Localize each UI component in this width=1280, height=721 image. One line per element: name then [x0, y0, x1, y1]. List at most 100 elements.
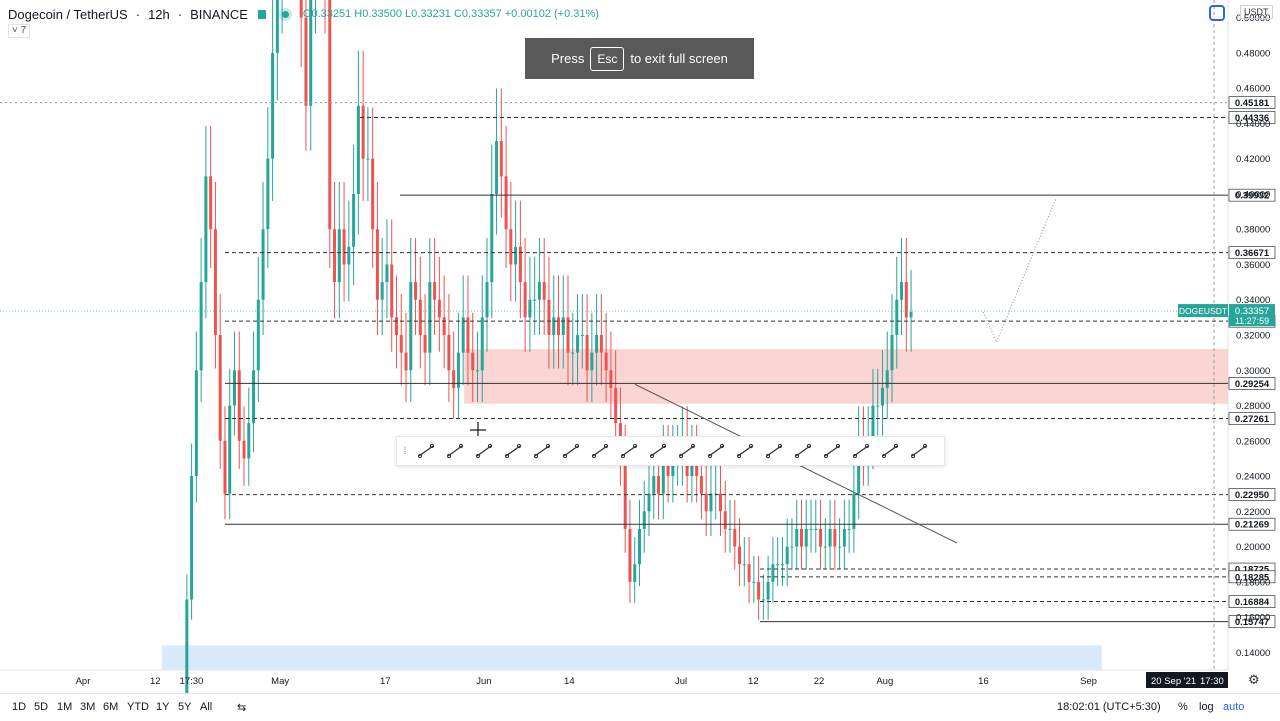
y-tick-label: 0.48000 — [1236, 48, 1270, 59]
candle — [428, 238, 432, 386]
price-label-box — [1228, 412, 1276, 425]
parallel-channel-icon[interactable] — [846, 437, 875, 465]
candle — [595, 294, 599, 386]
timeframe-button-ytd[interactable]: YTD — [127, 701, 149, 713]
candle — [442, 275, 446, 369]
candle — [242, 406, 246, 486]
rectangle-icon[interactable] — [614, 437, 643, 465]
candle — [456, 312, 460, 419]
fullscreen-icon[interactable] — [1209, 5, 1225, 21]
candle — [304, 0, 308, 151]
interval-label[interactable]: 12h — [148, 6, 170, 22]
gear-icon[interactable]: ⚙ — [1248, 672, 1260, 687]
market-status-icon — [281, 10, 289, 18]
price-chart[interactable]: 0.451810.443360.399320.366710.327850.292… — [0, 0, 1280, 693]
x-tick-label: May — [271, 676, 289, 687]
candle — [252, 331, 256, 453]
candle — [256, 256, 260, 402]
candle — [809, 499, 813, 553]
fullscreen-toast: Press Esc to exit full screen — [525, 38, 754, 79]
ohlc-values: O0.33251 H0.33500 L0.33231 C0.33357 +0.0… — [302, 8, 599, 20]
candle — [599, 294, 603, 386]
bezier-icon[interactable] — [904, 437, 933, 465]
price-label-box — [1228, 570, 1276, 584]
clock[interactable]: 18:02:01 (UTC+5:30) — [1057, 701, 1161, 713]
candle — [833, 499, 837, 570]
timeframe-button-all[interactable]: All — [200, 701, 213, 713]
candle — [904, 238, 908, 352]
pitchfork-icon[interactable] — [469, 437, 498, 465]
candle — [633, 537, 637, 603]
fib-retracement-icon[interactable] — [701, 437, 730, 465]
candle — [604, 312, 608, 402]
indicators-toggle[interactable]: ˅ 7 — [8, 24, 31, 38]
candle — [847, 499, 851, 553]
x-tick-label: 17 — [380, 676, 391, 687]
timeframe-button-5d[interactable]: 5D — [34, 701, 49, 713]
x-tick-label: 22 — [814, 676, 825, 687]
candle — [823, 518, 827, 570]
ellipse-icon[interactable] — [585, 437, 614, 465]
percent-toggle[interactable]: % — [1178, 701, 1188, 713]
auto-toggle[interactable]: auto — [1223, 701, 1245, 713]
path-icon[interactable] — [788, 437, 817, 465]
candle — [423, 294, 427, 386]
candle — [909, 269, 913, 352]
candle — [414, 238, 418, 335]
candle — [299, 0, 303, 67]
timeframe-button-5y[interactable]: 5Y — [178, 701, 192, 713]
timeframe-button-6m[interactable]: 6M — [103, 701, 119, 713]
curve-icon[interactable] — [672, 437, 701, 465]
symbol-name[interactable]: Dogecoin / TetherUS — [8, 6, 128, 22]
regression-icon[interactable] — [875, 437, 904, 465]
text-cursor-icon[interactable] — [556, 437, 585, 465]
candle — [275, 0, 279, 101]
trend-line-icon[interactable] — [498, 437, 527, 465]
timeframe-button-1y[interactable]: 1Y — [156, 701, 170, 713]
timeframe-button-1d[interactable]: 1D — [12, 701, 27, 713]
ray-icon[interactable] — [527, 437, 556, 465]
candle — [190, 443, 194, 620]
timeframe-button-3m[interactable]: 3M — [80, 701, 96, 713]
candle — [490, 144, 494, 319]
triangle-icon[interactable] — [643, 437, 672, 465]
candle — [371, 107, 375, 268]
timeframe-button-1m[interactable]: 1M — [57, 701, 73, 713]
candle — [804, 499, 808, 570]
currency-label[interactable]: USDT — [1240, 5, 1273, 19]
candle — [566, 275, 570, 386]
candle — [509, 181, 513, 302]
brush-icon[interactable] — [759, 437, 788, 465]
candle — [576, 294, 580, 386]
drag-grip-icon[interactable]: ⁞⁞ — [403, 445, 407, 457]
candle — [790, 518, 794, 570]
candle — [785, 518, 789, 587]
candle — [628, 499, 632, 603]
candle — [333, 181, 337, 319]
current-price-box — [1229, 304, 1275, 327]
candle — [585, 294, 589, 402]
candle — [704, 462, 708, 536]
candle — [776, 537, 780, 587]
price-label-box — [1228, 488, 1276, 501]
candle — [218, 294, 222, 469]
candle — [637, 499, 641, 587]
horizontal-ray-icon[interactable] — [440, 437, 469, 465]
gann-fan-icon[interactable] — [817, 437, 846, 465]
candle — [418, 256, 422, 369]
candle — [324, 0, 326, 34]
candle — [518, 200, 522, 319]
x-tick-label: Sep — [1080, 676, 1097, 687]
text-tool-icon[interactable] — [730, 437, 759, 465]
countdown-label: 11:27:59 — [1235, 316, 1269, 326]
log-toggle[interactable]: log — [1199, 701, 1214, 713]
current-price-value: 0.33357 — [1235, 306, 1269, 317]
bars-pattern-icon[interactable] — [411, 437, 440, 465]
y-tick-label: 0.16000 — [1236, 613, 1270, 624]
candle — [895, 256, 899, 369]
y-tick-label: 0.40000 — [1236, 189, 1270, 200]
candle — [471, 312, 475, 402]
y-tick-label: 0.18000 — [1236, 577, 1270, 588]
candle — [499, 88, 503, 218]
date-range-icon[interactable]: ⇆ — [237, 702, 247, 714]
